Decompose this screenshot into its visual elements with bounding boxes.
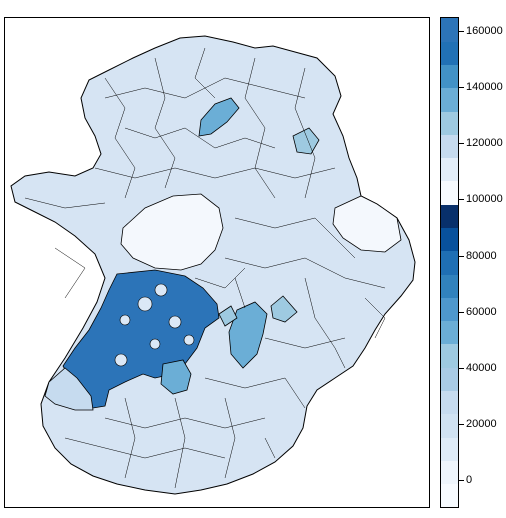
legend-cell <box>441 483 458 508</box>
legend-tick-mark <box>459 87 464 89</box>
legend-cell <box>441 157 458 182</box>
region-dark-west <box>62 269 220 409</box>
legend-cell <box>441 320 458 345</box>
legend-cell <box>441 390 458 415</box>
legend-tick-label: 80000 <box>466 249 497 262</box>
region-light-mid-east <box>270 295 298 323</box>
legend-cell <box>441 181 458 205</box>
choropleth-map <box>10 35 416 495</box>
legend-tick-label: 120000 <box>466 137 503 150</box>
region-mid-north <box>198 97 240 137</box>
legend-cell <box>441 134 458 159</box>
legend-cell <box>441 274 458 298</box>
legend-tick-mark <box>459 423 464 425</box>
legend-tick-mark <box>459 255 464 257</box>
legend-tick-label: 20000 <box>466 417 497 430</box>
legend-cell <box>441 18 458 42</box>
legend-cell <box>441 413 458 438</box>
legend-tick-label: 0 <box>466 474 473 486</box>
region-spot <box>114 353 128 367</box>
legend-cell <box>441 87 458 112</box>
legend-tick-mark <box>459 143 464 145</box>
region-light-north <box>292 127 320 155</box>
legend-cell <box>441 297 458 322</box>
legend-tick-mark <box>459 311 464 313</box>
region-outline <box>10 35 416 495</box>
legend-tick-label: 100000 <box>466 193 503 206</box>
region-spot <box>154 283 168 297</box>
region-mid-east <box>228 301 268 369</box>
legend-tick-label: 160000 <box>466 25 503 37</box>
region-mid-south <box>160 359 192 395</box>
region-spot <box>137 296 153 312</box>
region-light-mid-small <box>218 305 238 327</box>
legend-cell <box>441 64 458 89</box>
legend-tick-label: 60000 <box>466 305 497 318</box>
legend-cell <box>441 460 458 485</box>
legend-tick-mark <box>459 480 464 481</box>
municipality-boundaries <box>24 47 386 489</box>
legend-tick-label: 40000 <box>466 361 497 374</box>
legend-cell <box>441 367 458 392</box>
legend-tick-mark <box>459 31 464 32</box>
legend-color-bar <box>440 17 459 508</box>
region-spot <box>119 314 131 326</box>
legend-cell <box>441 111 458 135</box>
legend-cell <box>441 437 458 461</box>
legend-tick-mark <box>459 199 464 201</box>
region-pale-northeast <box>332 195 402 253</box>
legend-cell <box>441 344 458 368</box>
region-spot <box>168 315 182 329</box>
legend-tick-label: 140000 <box>466 81 503 94</box>
legend-cell <box>441 204 458 229</box>
legend-cell <box>441 41 458 66</box>
map-frame <box>4 17 430 508</box>
legend-tick-mark <box>459 367 464 369</box>
region-spot <box>149 338 161 350</box>
region-spot <box>183 334 195 346</box>
region-southwest <box>44 367 94 411</box>
legend-cell <box>441 250 458 275</box>
region-pale-north <box>120 193 224 271</box>
legend-cell <box>441 227 458 252</box>
